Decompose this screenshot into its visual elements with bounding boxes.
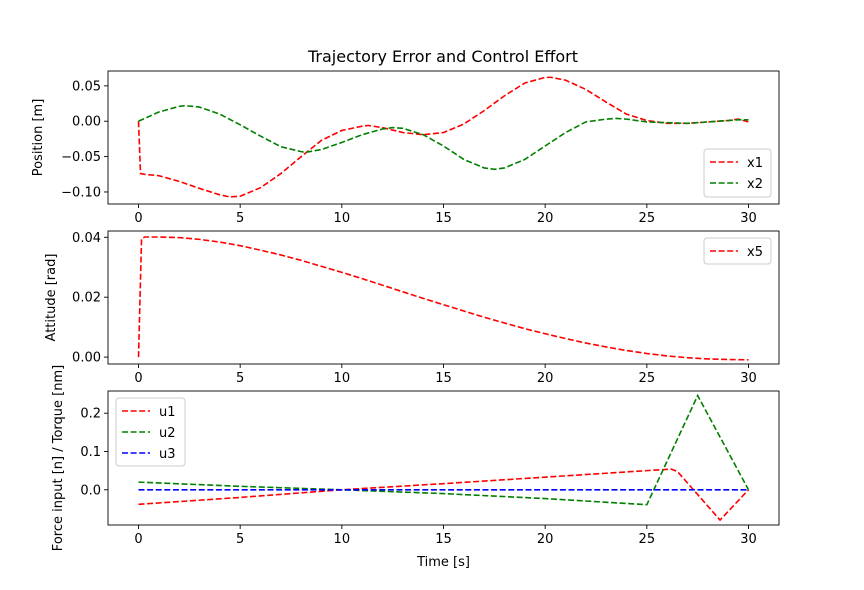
y-axis-label: Force input [n] / Torque [nm] (51, 365, 66, 551)
y-tick-label: 0.0 (80, 483, 101, 498)
series-line-u1 (138, 468, 750, 522)
y-axis-label: Position [m] (31, 99, 46, 177)
y-axis-label: Attitude [rad] (44, 254, 59, 342)
y-tick-label: −0.05 (61, 150, 101, 165)
legend-label-u3: u3 (159, 447, 176, 462)
y-tick-label: −0.10 (61, 185, 101, 200)
y-tick-label: 0.00 (72, 115, 101, 130)
legend-label-x5: x5 (747, 245, 763, 260)
x-tick-label: 5 (236, 532, 244, 547)
x-tick-label: 15 (435, 532, 452, 547)
x-tick-label: 25 (639, 211, 656, 226)
y-tick-label: 0.00 (72, 351, 101, 366)
legend: u1 u2 u3 (115, 397, 186, 467)
series-line-x2 (138, 104, 749, 171)
x-tick-label: 10 (334, 371, 351, 386)
subplot-2: 0 5 10 15 20 25 30 0.00 0.02 0.04 Attitude [rad] x5 (44, 230, 780, 386)
y-tick-label: 0.1 (80, 445, 101, 460)
legend-box (115, 397, 186, 467)
legend-box (703, 148, 772, 198)
x-tick-label: 30 (740, 532, 757, 547)
y-tick-label: 0.2 (80, 407, 101, 422)
x-tick-label: 25 (639, 371, 656, 386)
x-tick-label: 0 (134, 371, 142, 386)
legend-label-u1: u1 (159, 405, 176, 420)
series-line-u2 (138, 393, 750, 506)
y-tick-label: 0.04 (72, 231, 101, 246)
x-tick-label: 20 (537, 211, 554, 226)
legend-label-x2: x2 (747, 177, 763, 192)
x-tick-label: 10 (334, 532, 351, 547)
x-tick-label: 15 (435, 371, 452, 386)
x-tick-label: 0 (134, 532, 142, 547)
x-tick-label: 15 (435, 211, 452, 226)
y-tick-label: 0.05 (72, 79, 101, 94)
x-tick-label: 10 (334, 211, 351, 226)
subplot-3: 0 5 10 15 20 25 30 0.0 0.1 0.2 Force input [n] / T… (51, 365, 780, 570)
x-tick-label: 5 (236, 371, 244, 386)
x-tick-label: 20 (537, 371, 554, 386)
x-tick-label: 30 (740, 211, 757, 226)
x-tick-label: 0 (134, 211, 142, 226)
legend: x5 (703, 237, 772, 265)
x-tick-label: 25 (639, 532, 656, 547)
series-line-x5 (137, 236, 749, 361)
y-tick-label: 0.02 (72, 291, 101, 306)
series-line-x1 (137, 76, 749, 198)
x-tick-label: 30 (740, 371, 757, 386)
figure-title: Trajectory Error and Control Effort (307, 47, 578, 66)
legend-label-u2: u2 (159, 426, 176, 441)
subplot-1: 0 5 10 15 20 25 30 −0.10 −0.05 0.00 0.05 Position [… (31, 70, 780, 226)
legend-label-x1: x1 (747, 156, 763, 171)
x-tick-label: 20 (537, 532, 554, 547)
x-tick-label: 5 (236, 211, 244, 226)
x-axis-label: Time [s] (416, 555, 470, 570)
